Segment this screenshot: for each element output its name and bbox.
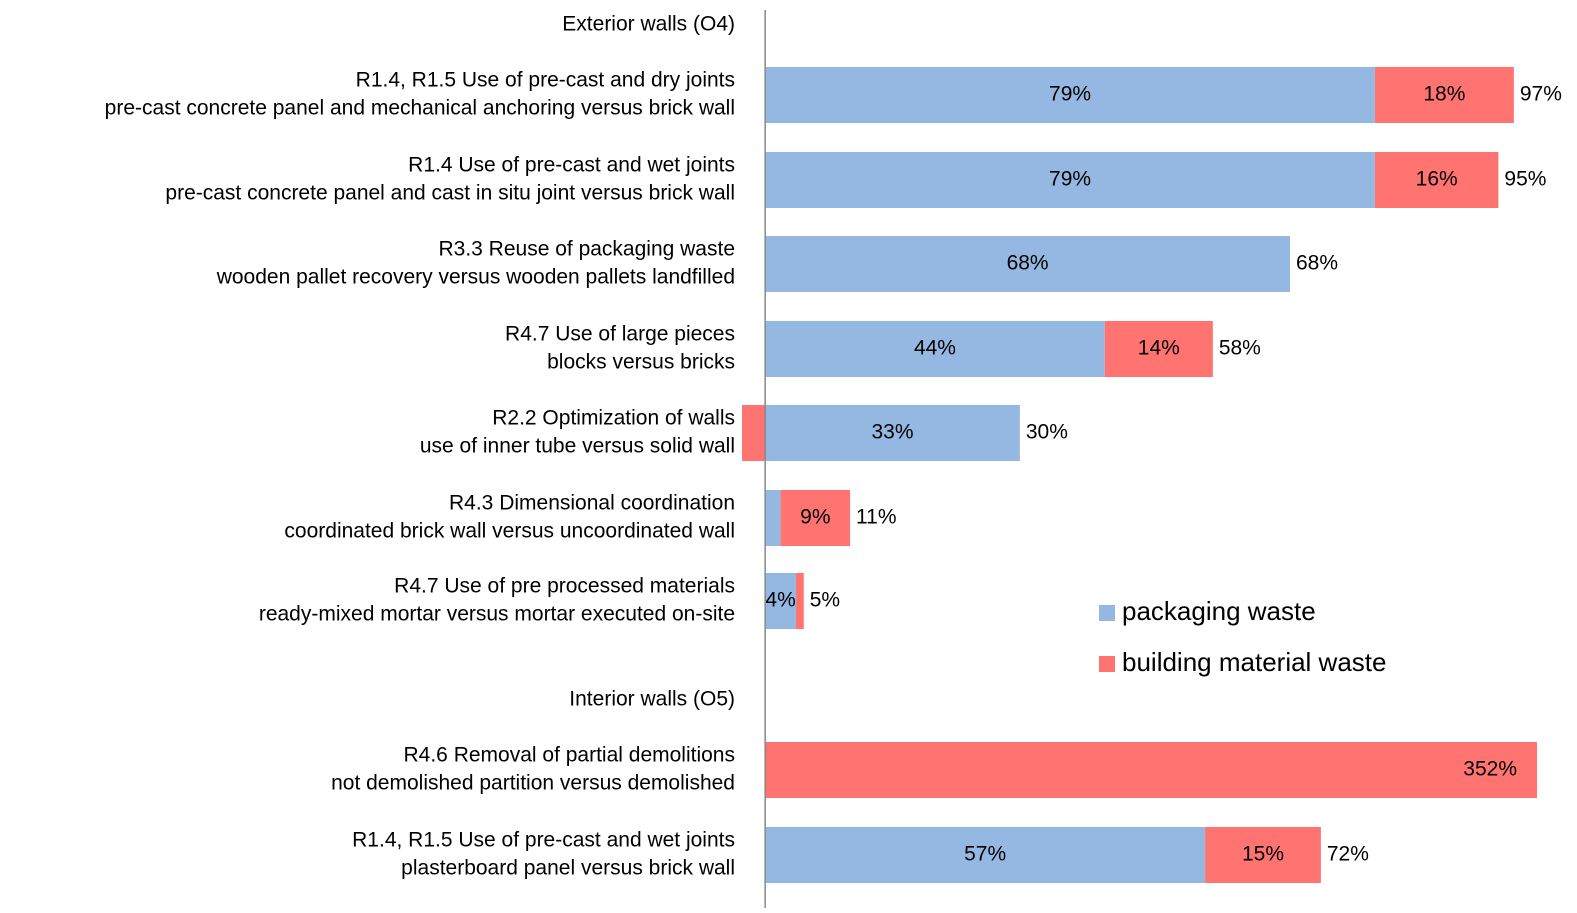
- value-label: 9%: [800, 506, 830, 529]
- value-label: 57%: [964, 843, 1006, 866]
- category-label: R4.7 Use of large pieces: [505, 323, 735, 346]
- category-label: wooden pallet recovery versus wooden pal…: [216, 266, 735, 289]
- legend-swatch: [1099, 605, 1115, 621]
- category-label: coordinated brick wall versus uncoordina…: [284, 520, 735, 543]
- category-label: R3.3 Reuse of packaging waste: [438, 238, 735, 261]
- total-label: 58%: [1219, 337, 1261, 360]
- value-label: 79%: [1049, 83, 1091, 106]
- total-label: 97%: [1520, 83, 1562, 106]
- bar-segment: [765, 490, 781, 546]
- value-label: 15%: [1242, 843, 1284, 866]
- bar-segment: [742, 405, 766, 461]
- bar-segment: [765, 827, 1206, 883]
- bar-segment: [1104, 321, 1213, 377]
- category-label: Exterior walls (O4): [562, 13, 735, 36]
- value-label: 352%: [1463, 758, 1517, 781]
- bar-segment: [1374, 67, 1514, 123]
- category-label: Interior walls (O5): [569, 688, 735, 711]
- value-label: 4%: [765, 589, 795, 612]
- category-label: R1.4, R1.5 Use of pre-cast and dry joint…: [356, 69, 735, 92]
- bar-segment: [765, 152, 1375, 208]
- value-label: 79%: [1049, 168, 1091, 191]
- value-label: 18%: [1423, 83, 1465, 106]
- bar-segment: [765, 405, 1020, 461]
- legend-text: packaging waste: [1122, 596, 1316, 626]
- total-label: 95%: [1504, 168, 1546, 191]
- bar-segment: [765, 67, 1375, 123]
- category-label: pre-cast concrete panel and cast in situ…: [165, 182, 735, 205]
- total-label: 11%: [856, 506, 896, 529]
- value-label: 68%: [1007, 252, 1049, 275]
- bar-segment: [780, 490, 851, 546]
- total-label: 72%: [1327, 843, 1369, 866]
- category-label: ready-mixed mortar versus mortar execute…: [259, 603, 735, 626]
- category-label: blocks versus bricks: [547, 351, 735, 374]
- category-label: not demolished partition versus demolish…: [331, 772, 735, 795]
- bar-segment: [796, 573, 804, 629]
- category-label: R4.6 Removal of partial demolitions: [404, 744, 736, 767]
- bar-segment: [765, 321, 1105, 377]
- category-label: use of inner tube versus solid wall: [420, 435, 735, 458]
- value-label: 33%: [871, 421, 913, 444]
- bar-segment: [765, 573, 797, 629]
- value-label: 14%: [1138, 337, 1180, 360]
- bar-segment: [765, 236, 1291, 292]
- category-label: pre-cast concrete panel and mechanical a…: [105, 97, 735, 120]
- value-label: 44%: [914, 337, 956, 360]
- legend-swatch: [1099, 656, 1115, 672]
- category-label: R1.4, R1.5 Use of pre-cast and wet joint…: [352, 829, 735, 852]
- bar-segment: [765, 742, 1537, 798]
- plot-area: [742, 67, 1537, 883]
- category-label: R4.3 Dimensional coordination: [449, 492, 735, 515]
- legend-text: building material waste: [1122, 647, 1386, 677]
- category-label: plasterboard panel versus brick wall: [401, 857, 735, 880]
- total-label: 68%: [1296, 252, 1338, 275]
- value-label: 16%: [1416, 168, 1458, 191]
- bar-segment: [1205, 827, 1321, 883]
- category-label: R2.2 Optimization of walls: [492, 407, 735, 430]
- total-label: 5%: [810, 589, 840, 612]
- category-label: R1.4 Use of pre-cast and wet joints: [408, 154, 735, 177]
- category-label: R4.7 Use of pre processed materials: [394, 575, 735, 598]
- bar-segment: [1374, 152, 1499, 208]
- total-label: 30%: [1026, 421, 1068, 444]
